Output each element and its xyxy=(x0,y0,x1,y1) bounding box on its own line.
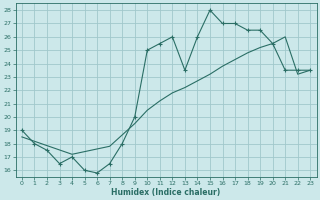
X-axis label: Humidex (Indice chaleur): Humidex (Indice chaleur) xyxy=(111,188,221,197)
